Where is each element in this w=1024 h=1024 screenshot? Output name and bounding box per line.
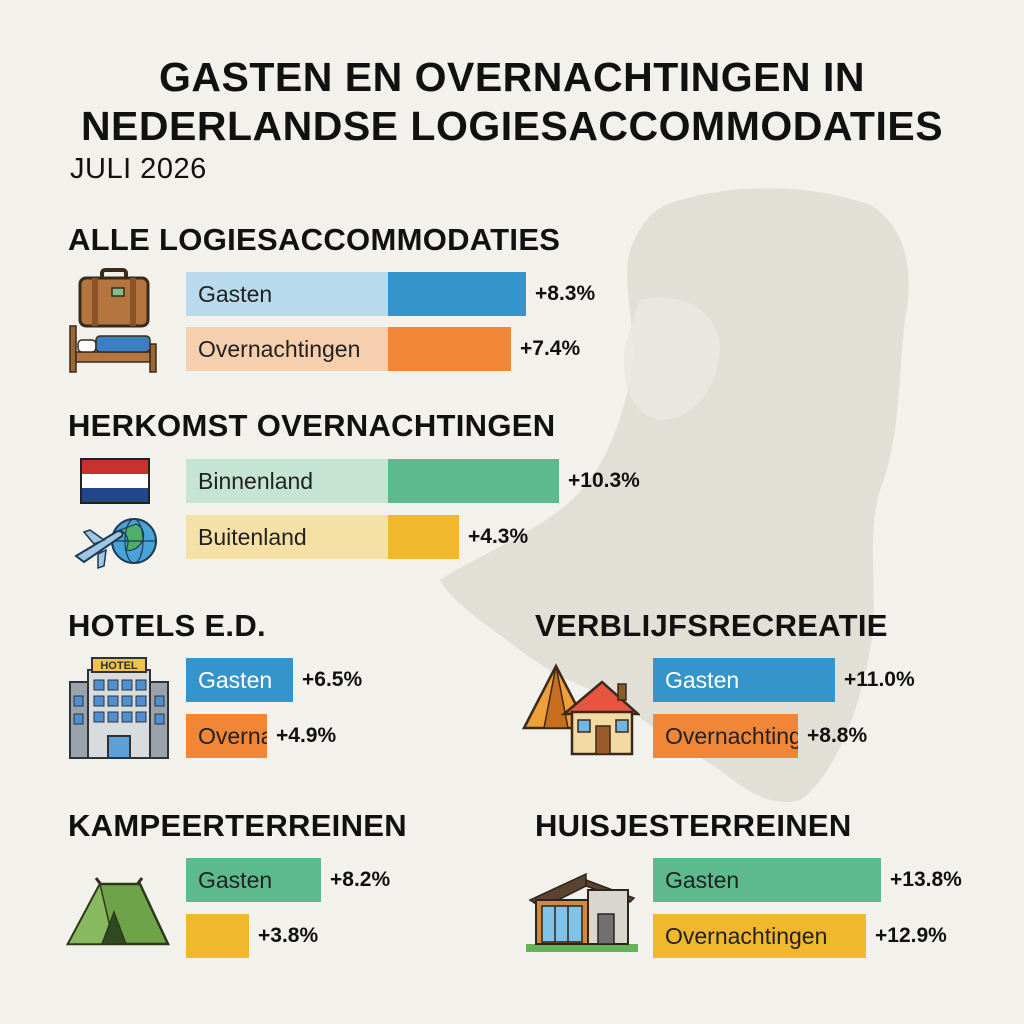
bar-fill xyxy=(653,658,835,702)
page-title-line-2: NEDERLANDSE LOGIESACCOMMODATIES xyxy=(80,103,944,149)
section-title-kampeerterreinen: KAMPEERTERREINEN xyxy=(68,808,407,843)
tent-and-house-icon xyxy=(522,663,640,756)
bar-overnachtingen: Overnachtingen xyxy=(653,914,866,958)
suitcase-icon xyxy=(78,268,150,328)
bar-gasten: Gasten xyxy=(186,272,526,316)
bar-fill xyxy=(186,658,293,702)
bar-fill xyxy=(653,858,881,902)
bar-category-label: Buitenland xyxy=(198,524,307,550)
bar-category-label: Overnachtingen xyxy=(665,723,798,749)
dutch-flag-icon xyxy=(80,458,150,504)
bar-fill xyxy=(653,914,866,958)
bar-category-label: Gasten xyxy=(198,667,273,693)
svg-text:HOTEL: HOTEL xyxy=(100,660,138,672)
section-title-alle: ALLE LOGIESACCOMMODATIES xyxy=(68,222,561,257)
bar-fill xyxy=(186,858,321,902)
bar-binnenland: Binnenland xyxy=(186,459,559,503)
bar-buitenland: Buitenland xyxy=(186,515,459,559)
bar-category-label: Gasten xyxy=(198,867,273,893)
bar-fill xyxy=(653,714,798,758)
bar-gasten: Gasten xyxy=(653,658,835,702)
airplane-globe-icon xyxy=(74,518,157,570)
section-title-verblijfsrecreatie: VERBLIJFSRECREATIE xyxy=(535,608,888,643)
bar-label-area xyxy=(186,272,388,316)
bar-value-label: +6.5% xyxy=(302,668,363,691)
bar-value-label: +4.9% xyxy=(276,724,337,747)
section-title-herkomst: HERKOMST OVERNACHTINGEN xyxy=(68,408,556,443)
bar-fill xyxy=(186,714,267,758)
section-title-hotels: HOTELS E.D. xyxy=(68,608,266,643)
bar-gasten: Gasten xyxy=(653,858,881,902)
bar-fill xyxy=(388,459,559,503)
bar-overnachtingen: Overnachtingen xyxy=(186,714,267,758)
bar-value-label: +3.8% xyxy=(258,924,319,947)
bar-value-label: +10.3% xyxy=(568,469,640,492)
bar-label-area xyxy=(186,459,388,503)
bar-value-label: +4.3% xyxy=(468,525,529,548)
bar-fill xyxy=(388,515,459,559)
bed-icon xyxy=(69,325,157,373)
holiday-cottage-icon xyxy=(526,872,638,952)
bar-label-area xyxy=(186,515,388,559)
bar-category-label: Binnenland xyxy=(198,468,314,494)
hotel-building-icon: HOTEL xyxy=(69,657,169,759)
bar-fill xyxy=(388,327,511,371)
bar-category-label: Overnachtingen xyxy=(198,336,361,362)
bar-value-label: +12.9% xyxy=(875,924,947,947)
bar-value-label: +11.0% xyxy=(844,668,915,691)
bar-overnachtingen: Overnachtingen xyxy=(653,714,798,758)
bar-category-label: Overnachtingen xyxy=(198,723,267,749)
bar-value-label: +8.3% xyxy=(535,282,596,305)
bar-value-label: +8.2% xyxy=(330,868,391,891)
bar-gasten: Gasten xyxy=(186,658,293,702)
bar-value-label: +8.8% xyxy=(807,724,868,747)
camping-tent-icon xyxy=(66,877,170,946)
bar-category-label: Overnachtingen xyxy=(665,923,828,949)
page-title-line-1: GASTEN EN OVERNACHTINGEN IN xyxy=(159,54,865,100)
page-subtitle: JULI 2026 xyxy=(70,153,207,185)
bar-gasten: Gasten xyxy=(186,858,321,902)
bar-value-label: +7.4% xyxy=(520,337,581,360)
bar-value-label: +13.8% xyxy=(890,868,962,891)
bar-category-label: Gasten xyxy=(198,281,273,307)
section-title-huisjesterreinen: HUISJESTERREINEN xyxy=(535,808,852,843)
bar-fill xyxy=(186,914,249,958)
bar-category-label: Gasten xyxy=(665,867,740,893)
bar-category-label: Gasten xyxy=(665,667,740,693)
bar-series-1 xyxy=(186,914,249,958)
bar-fill xyxy=(388,272,526,316)
bar-overnachtingen: Overnachtingen xyxy=(186,327,511,371)
bar-label-area xyxy=(186,327,388,371)
